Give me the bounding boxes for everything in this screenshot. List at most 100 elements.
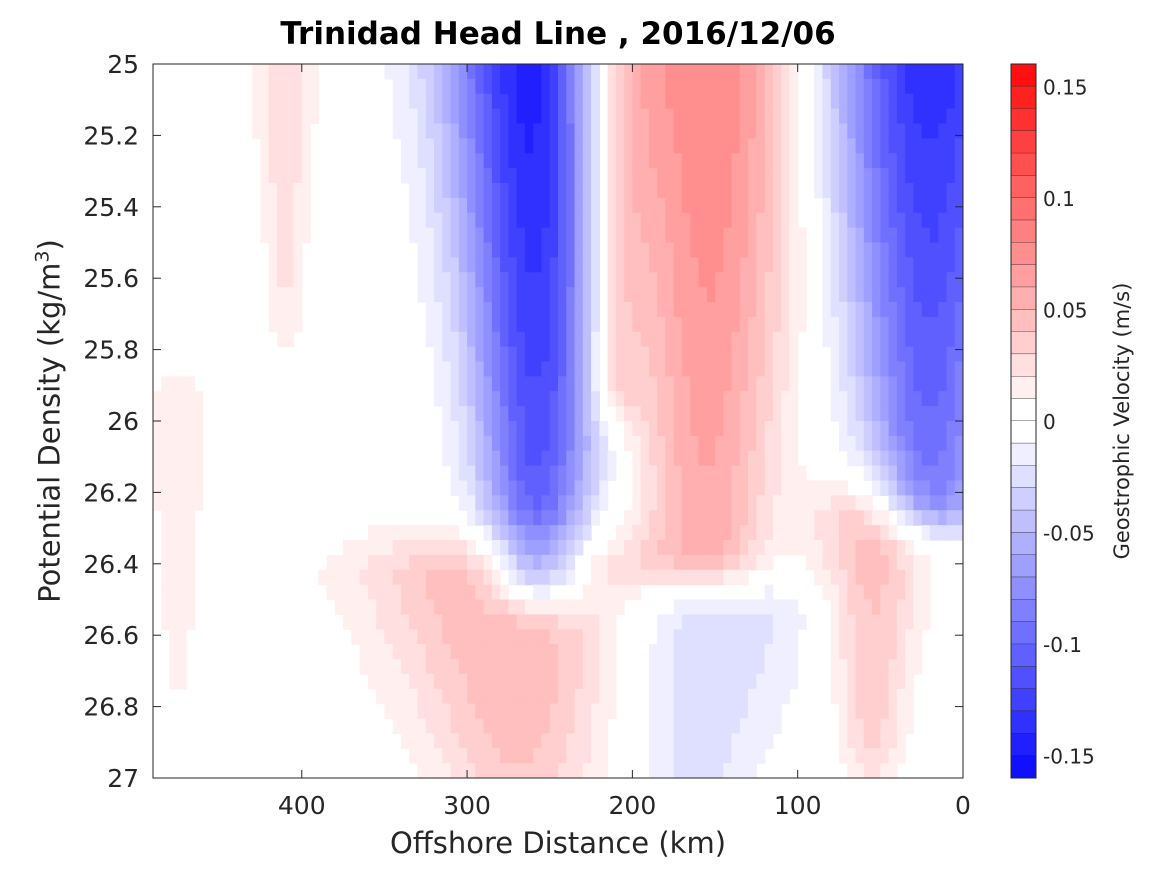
contour-cell	[500, 64, 510, 80]
contour-cell	[830, 302, 840, 318]
contour-cell	[781, 599, 791, 615]
contour-cell	[872, 644, 881, 660]
contour-cell	[533, 465, 543, 482]
contour-cell	[285, 272, 295, 288]
contour-cell	[632, 406, 642, 422]
contour-cell	[508, 108, 518, 125]
contour-cell	[896, 93, 906, 110]
contour-cell	[665, 763, 675, 778]
contour-cell	[929, 168, 939, 184]
contour-cell	[921, 212, 931, 229]
contour-cell	[756, 168, 766, 184]
contour-cell	[425, 168, 435, 184]
contour-cell	[855, 554, 865, 571]
contour-cell	[872, 718, 881, 734]
contour-cell	[673, 346, 683, 363]
contour-cell	[863, 272, 873, 288]
contour-cell	[657, 287, 667, 303]
contour-cell	[946, 361, 956, 377]
contour-cell	[847, 421, 857, 437]
contour-cell	[558, 287, 567, 303]
contour-cell	[582, 183, 592, 199]
contour-cell	[442, 257, 452, 273]
contour-cell	[624, 212, 633, 229]
contour-cell	[153, 450, 162, 467]
contour-cell	[483, 242, 493, 258]
contour-cell	[409, 183, 419, 199]
contour-cell	[392, 64, 402, 80]
contour-cell	[946, 510, 956, 526]
contour-cell	[516, 361, 526, 377]
contour-cell	[715, 227, 724, 244]
contour-cell	[681, 688, 691, 705]
contour-cell	[549, 748, 559, 764]
contour-cell	[739, 391, 749, 407]
contour-cell	[607, 450, 617, 467]
contour-cell	[425, 153, 435, 169]
contour-cell	[872, 316, 881, 333]
contour-cell	[632, 242, 642, 258]
colorbar-label: Geostrophic Velocity (m/s)	[1110, 282, 1134, 560]
contour-cell	[516, 540, 526, 556]
contour-cell	[450, 673, 460, 690]
contour-cell	[450, 688, 460, 705]
contour-cell	[839, 153, 848, 169]
contour-cell	[648, 406, 658, 422]
contour-cell	[533, 629, 543, 645]
contour-cell	[533, 257, 543, 273]
contour-cell	[467, 316, 476, 333]
contour-cell	[450, 480, 460, 496]
contour-cell	[665, 212, 675, 229]
contour-cell	[896, 688, 906, 705]
contour-cell	[558, 495, 567, 511]
contour-cell	[582, 316, 592, 333]
contour-cell	[797, 495, 807, 511]
contour-cell	[400, 108, 410, 125]
contour-cell	[938, 212, 948, 229]
contour-cell	[723, 465, 733, 482]
contour-cell	[657, 510, 667, 526]
contour-cell	[706, 168, 716, 184]
contour-cell	[425, 569, 435, 586]
contour-cell	[756, 287, 766, 303]
contour-cell	[367, 584, 377, 601]
contour-cell	[814, 554, 824, 571]
contour-cell	[153, 435, 162, 452]
contour-cell	[772, 659, 782, 675]
contour-cell	[467, 376, 476, 392]
contour-cell	[467, 346, 476, 363]
contour-cell	[599, 421, 609, 437]
contour-cell	[549, 525, 559, 541]
contour-cell	[830, 123, 840, 139]
y-tick-label: 25	[107, 50, 139, 79]
contour-cell	[582, 302, 592, 318]
contour-cell	[533, 272, 543, 288]
contour-cell	[615, 227, 625, 244]
contour-cell	[161, 554, 171, 571]
contour-cell	[731, 569, 741, 586]
contour-cell	[863, 614, 873, 630]
contour-cell	[954, 435, 963, 452]
contour-cell	[921, 465, 931, 482]
contour-cell	[789, 406, 799, 422]
contour-cell	[648, 78, 658, 95]
contour-cell	[690, 183, 700, 199]
contour-cell	[260, 123, 270, 139]
contour-cell	[169, 391, 179, 407]
contour-cell	[425, 540, 435, 556]
contour-cell	[533, 406, 543, 422]
contour-cell	[483, 287, 493, 303]
contour-cell	[706, 376, 716, 392]
contour-cell	[607, 554, 617, 571]
contour-cell	[417, 733, 427, 749]
contour-cell	[789, 361, 799, 377]
contour-cell	[574, 93, 584, 110]
contour-cell	[194, 450, 204, 467]
contour-cell	[648, 183, 658, 199]
contour-cell	[789, 450, 799, 467]
contour-cell	[847, 554, 857, 571]
contour-cell	[475, 465, 485, 482]
contour-cell	[665, 346, 675, 363]
contour-cell	[524, 673, 534, 690]
contour-cell	[855, 688, 865, 705]
